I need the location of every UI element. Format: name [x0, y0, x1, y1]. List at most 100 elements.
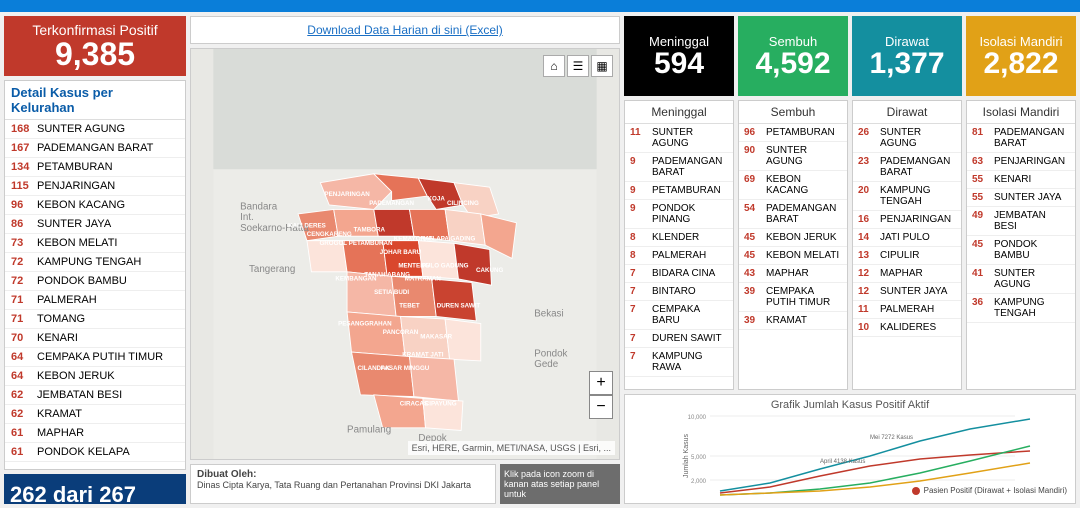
list-item[interactable]: 73KEBON MELATI: [5, 234, 185, 253]
list-item[interactable]: 26SUNTER AGUNG: [853, 124, 961, 153]
list-item[interactable]: 63PENJARINGAN: [967, 153, 1075, 171]
list-item[interactable]: 8PALMERAH: [625, 247, 733, 265]
item-name: PALMERAH: [880, 304, 934, 315]
item-count: 16: [858, 214, 876, 225]
item-count: 45: [744, 232, 762, 243]
legend-icon[interactable]: ▦: [591, 55, 613, 77]
list-item[interactable]: 7BIDARA CINA: [625, 265, 733, 283]
svg-text:CILINCING: CILINCING: [447, 200, 479, 207]
list-item[interactable]: 13CIPULIR: [853, 247, 961, 265]
svg-text:KALI DERES: KALI DERES: [288, 222, 326, 229]
stat-value: 2,822: [966, 49, 1076, 79]
list-item[interactable]: 7DUREN SAWIT: [625, 330, 733, 348]
list-item[interactable]: 167PADEMANGAN BARAT: [5, 139, 185, 158]
svg-text:KRAMAT JATI: KRAMAT JATI: [402, 352, 443, 359]
list-item[interactable]: 134PETAMBURAN: [5, 158, 185, 177]
mini-list[interactable]: 11SUNTER AGUNG9PADEMANGAN BARAT9PETAMBUR…: [625, 124, 733, 389]
list-item[interactable]: 45KEBON JERUK: [739, 229, 847, 247]
list-item[interactable]: 7BINTARO: [625, 283, 733, 301]
layers-icon[interactable]: ☰: [567, 55, 589, 77]
list-item[interactable]: 71TOMANG: [5, 310, 185, 329]
item-count: 20: [858, 185, 876, 207]
list-item[interactable]: 96KEBON KACANG: [5, 196, 185, 215]
list-item[interactable]: 36KAMPUNG TENGAH: [967, 294, 1075, 323]
list-item[interactable]: 81PADEMANGAN BARAT: [967, 124, 1075, 153]
list-item[interactable]: 39CEMPAKA PUTIH TIMUR: [739, 283, 847, 312]
list-item[interactable]: 16PENJARINGAN: [853, 211, 961, 229]
list-item[interactable]: 72PONDOK BAMBU: [5, 272, 185, 291]
mini-list[interactable]: 81PADEMANGAN BARAT63PENJARINGAN55KENARI5…: [967, 124, 1075, 389]
download-link[interactable]: Download Data Harian di sini (Excel): [190, 16, 620, 44]
stat-value: 4,592: [738, 49, 848, 79]
list-item[interactable]: 10KALIDERES: [853, 319, 961, 337]
list-item[interactable]: 62JEMBATAN BESI: [5, 386, 185, 405]
list-item[interactable]: 41SUNTER AGUNG: [967, 265, 1075, 294]
list-item[interactable]: 7KAMPUNG RAWA: [625, 348, 733, 377]
list-item[interactable]: 20KAMPUNG TENGAH: [853, 182, 961, 211]
list-item[interactable]: 69KEBON KACANG: [739, 171, 847, 200]
mini-list[interactable]: 96PETAMBURAN90SUNTER AGUNG69KEBON KACANG…: [739, 124, 847, 389]
list-item[interactable]: 45KEBON MELATI: [739, 247, 847, 265]
list-item[interactable]: 54PADEMANGAN BARAT: [739, 200, 847, 229]
item-name: KRAMAT: [766, 315, 807, 326]
list-item[interactable]: 72KAMPUNG TENGAH: [5, 253, 185, 272]
svg-text:Jumlah Kasus: Jumlah Kasus: [683, 434, 690, 478]
mini-meninggal: Meninggal11SUNTER AGUNG9PADEMANGAN BARAT…: [624, 100, 734, 390]
list-item[interactable]: 43MAPHAR: [739, 265, 847, 283]
list-item[interactable]: 39KRAMAT: [739, 312, 847, 330]
map[interactable]: BandaraInt.Soekarno-HattaTangerangBekasi…: [190, 48, 620, 460]
item-count: 12: [858, 268, 876, 279]
zoom-out-icon[interactable]: −: [589, 395, 613, 419]
list-item[interactable]: 115PENJARINGAN: [5, 177, 185, 196]
item-name: SUNTER AGUNG: [652, 127, 728, 149]
map-footer: Dibuat Oleh: Dinas Cipta Karya, Tata Rua…: [190, 464, 620, 504]
list-item[interactable]: 7CEMPAKA BARU: [625, 301, 733, 330]
list-item[interactable]: 55KENARI: [967, 171, 1075, 189]
list-item[interactable]: 9PETAMBURAN: [625, 182, 733, 200]
list-item[interactable]: 70KENARI: [5, 329, 185, 348]
item-count: 55: [972, 174, 990, 185]
item-count: 55: [972, 192, 990, 203]
list-item[interactable]: 9PADEMANGAN BARAT: [625, 153, 733, 182]
list-item[interactable]: 8KLENDER: [625, 229, 733, 247]
list-item[interactable]: 49JEMBATAN BESI: [967, 207, 1075, 236]
svg-text:CAKUNG: CAKUNG: [476, 267, 503, 274]
list-item[interactable]: 12MAPHAR: [853, 265, 961, 283]
list-item[interactable]: 86SUNTER JAYA: [5, 215, 185, 234]
list-item[interactable]: 90SUNTER AGUNG: [739, 142, 847, 171]
item-count: 9: [630, 203, 648, 225]
item-name: BIDARA CINA: [652, 268, 715, 279]
item-name: JEMBATAN BESI: [994, 210, 1070, 232]
list-item[interactable]: 64KEBON JERUK: [5, 367, 185, 386]
item-count: 7: [630, 333, 648, 344]
list-item[interactable]: 11PALMERAH: [853, 301, 961, 319]
home-icon[interactable]: ⌂: [543, 55, 565, 77]
confirmed-stat: Terkonfirmasi Positif 9,385: [4, 16, 186, 76]
map-svg: BandaraInt.Soekarno-HattaTangerangBekasi…: [191, 49, 619, 459]
item-count: 14: [858, 232, 876, 243]
list-item[interactable]: 45PONDOK BAMBU: [967, 236, 1075, 265]
list-item[interactable]: 23PADEMANGAN BARAT: [853, 153, 961, 182]
list-item[interactable]: 12SUNTER JAYA: [853, 283, 961, 301]
list-item[interactable]: 61PONDOK KELAPA: [5, 443, 185, 462]
item-name: PALMERAH: [37, 294, 97, 306]
list-item[interactable]: 96PETAMBURAN: [739, 124, 847, 142]
zoom-in-icon[interactable]: +: [589, 371, 613, 395]
mini-header: Isolasi Mandiri: [967, 101, 1075, 124]
list-item[interactable]: 61MAPHAR: [5, 424, 185, 443]
item-name: KAMPUNG TENGAH: [37, 256, 141, 268]
list-item[interactable]: 55SUNTER JAYA: [967, 189, 1075, 207]
item-name: SUNTER JAYA: [37, 218, 111, 230]
mini-list[interactable]: 26SUNTER AGUNG23PADEMANGAN BARAT20KAMPUN…: [853, 124, 961, 389]
sub-count: 262 dari 267: [4, 474, 186, 504]
list-item[interactable]: 71PALMERAH: [5, 291, 185, 310]
list-item[interactable]: 64CEMPAKA PUTIH TIMUR: [5, 348, 185, 367]
list-item[interactable]: 14JATI PULO: [853, 229, 961, 247]
item-name: KAMPUNG TENGAH: [880, 185, 956, 207]
list-item[interactable]: 62KRAMAT: [5, 405, 185, 424]
list-item[interactable]: 11SUNTER AGUNG: [625, 124, 733, 153]
item-count: 167: [11, 142, 33, 154]
list-item[interactable]: 9PONDOK PINANG: [625, 200, 733, 229]
list-item[interactable]: 168SUNTER AGUNG: [5, 120, 185, 139]
detail-list[interactable]: 168SUNTER AGUNG167PADEMANGAN BARAT134PET…: [5, 120, 185, 469]
